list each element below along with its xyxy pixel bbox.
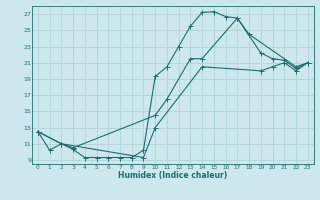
X-axis label: Humidex (Indice chaleur): Humidex (Indice chaleur)	[118, 171, 228, 180]
